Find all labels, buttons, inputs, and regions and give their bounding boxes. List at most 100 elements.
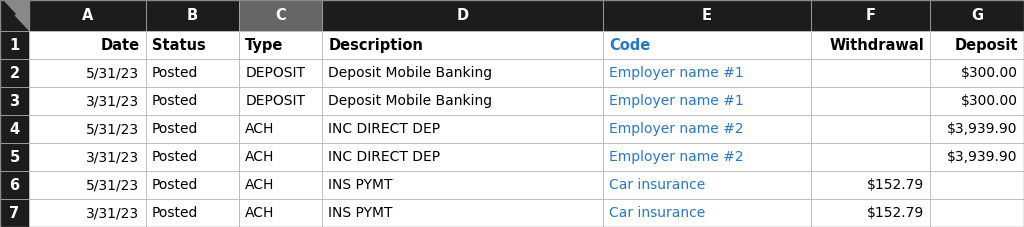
Text: ACH: ACH: [246, 206, 274, 220]
Text: 5/31/23: 5/31/23: [86, 178, 139, 192]
Bar: [323, 171, 603, 199]
Bar: [931, 171, 1024, 199]
Bar: [240, 199, 323, 227]
Bar: [145, 31, 240, 59]
Bar: [0, 0, 29, 31]
Bar: [603, 59, 811, 87]
Text: 5: 5: [9, 150, 19, 165]
Text: 6: 6: [9, 178, 19, 192]
Bar: [29, 115, 145, 143]
Bar: [240, 171, 323, 199]
Text: Employer name #1: Employer name #1: [609, 94, 743, 108]
Bar: [323, 143, 603, 171]
Text: 4: 4: [9, 122, 19, 137]
Bar: [0, 171, 29, 199]
Text: G: G: [971, 8, 983, 23]
Bar: [0, 199, 29, 227]
Text: $300.00: $300.00: [961, 66, 1018, 80]
Bar: [29, 143, 145, 171]
Bar: [603, 143, 811, 171]
Text: ACH: ACH: [246, 122, 274, 136]
Text: 5/31/23: 5/31/23: [86, 66, 139, 80]
Text: Code: Code: [609, 38, 650, 53]
Bar: [603, 87, 811, 115]
Text: INS PYMT: INS PYMT: [329, 178, 393, 192]
Text: $3,939.90: $3,939.90: [947, 122, 1018, 136]
Bar: [0, 0, 29, 31]
Bar: [29, 171, 145, 199]
Bar: [931, 199, 1024, 227]
Bar: [0, 143, 29, 171]
Text: $152.79: $152.79: [867, 178, 925, 192]
Text: Posted: Posted: [152, 178, 198, 192]
Bar: [323, 59, 603, 87]
Text: 3/31/23: 3/31/23: [86, 94, 139, 108]
Text: $3,939.90: $3,939.90: [947, 150, 1018, 164]
Text: 3: 3: [9, 94, 19, 109]
Text: Employer name #2: Employer name #2: [609, 150, 743, 164]
Text: 3/31/23: 3/31/23: [86, 150, 139, 164]
Text: Withdrawal: Withdrawal: [829, 38, 925, 53]
Bar: [811, 115, 931, 143]
Bar: [323, 0, 603, 31]
Bar: [240, 143, 323, 171]
Bar: [29, 59, 145, 87]
Text: Posted: Posted: [152, 206, 198, 220]
Text: Deposit: Deposit: [954, 38, 1018, 53]
Bar: [240, 87, 323, 115]
Bar: [931, 115, 1024, 143]
Bar: [145, 87, 240, 115]
Bar: [811, 171, 931, 199]
Text: ACH: ACH: [246, 178, 274, 192]
Bar: [811, 143, 931, 171]
Bar: [603, 115, 811, 143]
Bar: [0, 31, 29, 59]
Text: Status: Status: [152, 38, 206, 53]
Text: F: F: [865, 8, 876, 23]
Bar: [145, 199, 240, 227]
Bar: [29, 199, 145, 227]
Text: Car insurance: Car insurance: [609, 206, 706, 220]
Text: INS PYMT: INS PYMT: [329, 206, 393, 220]
Bar: [931, 143, 1024, 171]
Bar: [323, 31, 603, 59]
Text: C: C: [275, 8, 286, 23]
Polygon shape: [0, 0, 29, 31]
Text: Description: Description: [329, 38, 423, 53]
Bar: [931, 31, 1024, 59]
Text: Posted: Posted: [152, 94, 198, 108]
Bar: [931, 0, 1024, 31]
Bar: [323, 199, 603, 227]
Text: $152.79: $152.79: [867, 206, 925, 220]
Bar: [145, 59, 240, 87]
Text: INC DIRECT DEP: INC DIRECT DEP: [329, 122, 440, 136]
Polygon shape: [0, 0, 29, 31]
Bar: [240, 59, 323, 87]
Text: Date: Date: [100, 38, 139, 53]
Bar: [323, 87, 603, 115]
Bar: [29, 0, 145, 31]
Bar: [603, 0, 811, 31]
Text: Deposit Mobile Banking: Deposit Mobile Banking: [329, 94, 493, 108]
Bar: [0, 59, 29, 87]
Text: Posted: Posted: [152, 122, 198, 136]
Bar: [811, 31, 931, 59]
Text: Car insurance: Car insurance: [609, 178, 706, 192]
Text: D: D: [457, 8, 469, 23]
Text: 1: 1: [9, 38, 19, 53]
Bar: [145, 0, 240, 31]
Text: A: A: [82, 8, 93, 23]
Bar: [811, 0, 931, 31]
Bar: [240, 115, 323, 143]
Bar: [931, 87, 1024, 115]
Text: 2: 2: [9, 66, 19, 81]
Text: DEPOSIT: DEPOSIT: [246, 66, 305, 80]
Bar: [240, 31, 323, 59]
Polygon shape: [4, 0, 29, 27]
Bar: [603, 199, 811, 227]
Bar: [603, 31, 811, 59]
Bar: [603, 171, 811, 199]
Text: Posted: Posted: [152, 150, 198, 164]
Bar: [0, 115, 29, 143]
Bar: [29, 87, 145, 115]
